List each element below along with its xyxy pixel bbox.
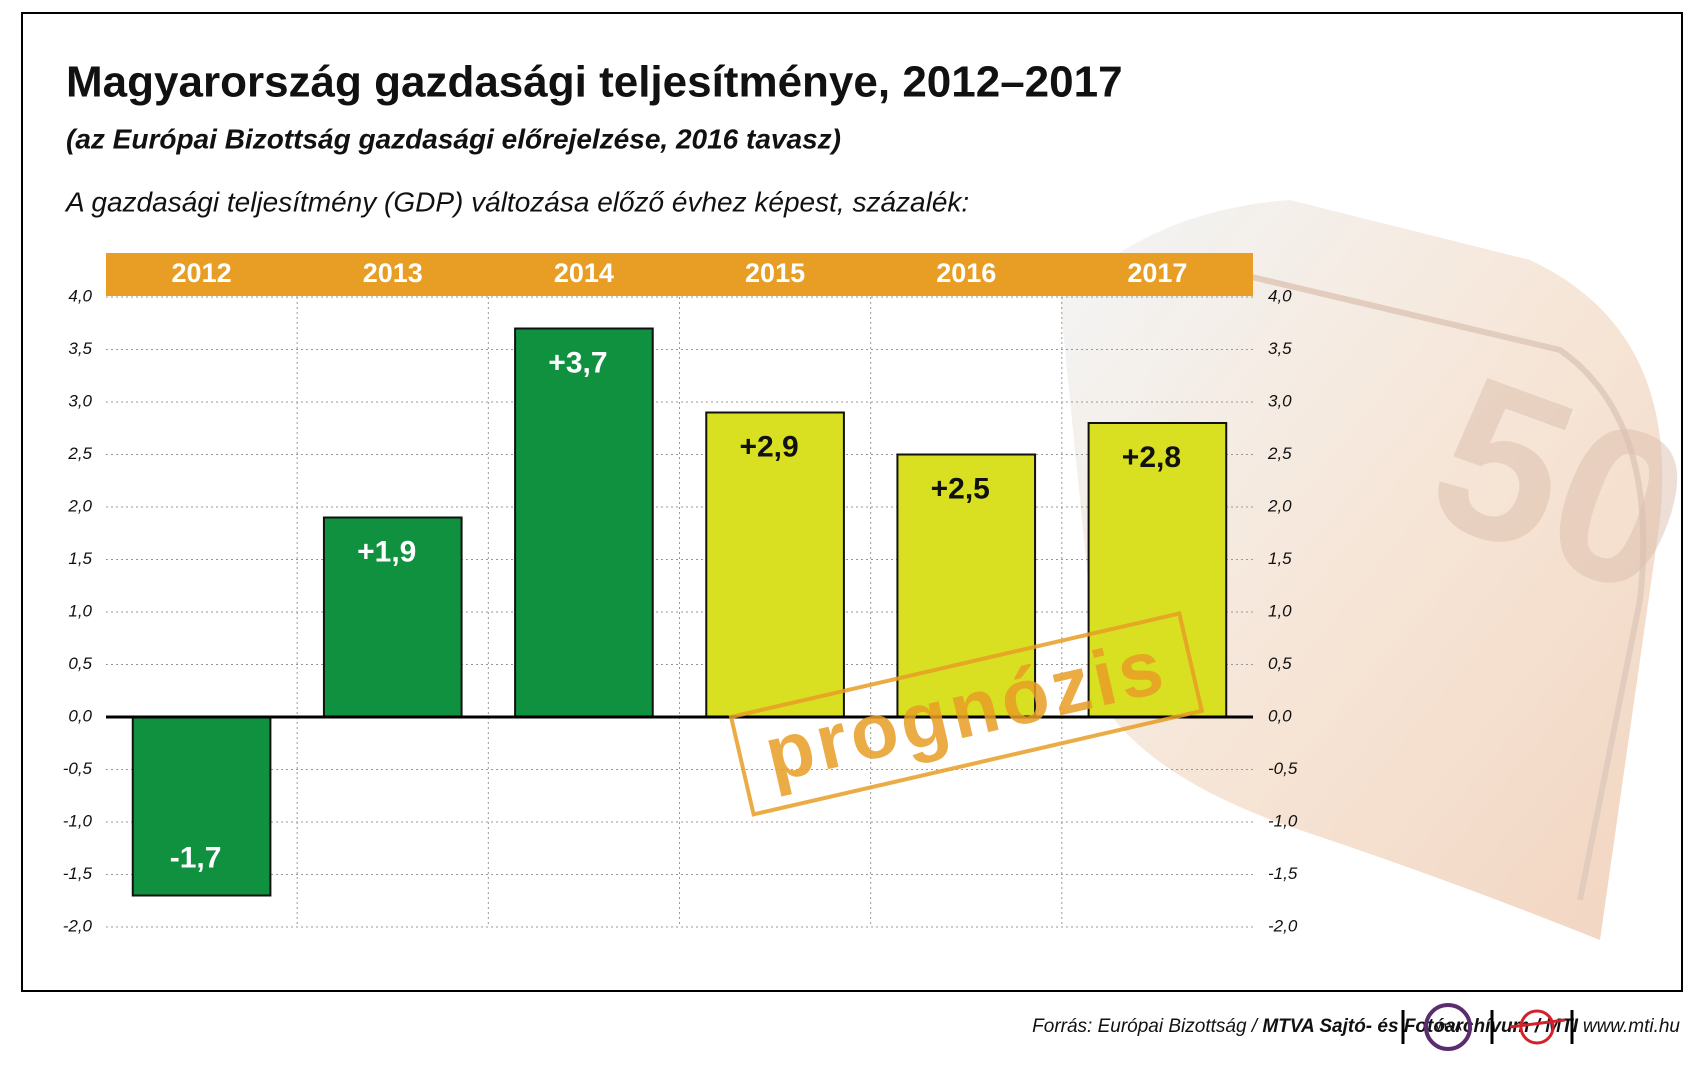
y-tick-label-right: 1,0 — [1268, 601, 1292, 620]
bar — [1087, 422, 1228, 718]
y-tick-label-right: -2,0 — [1268, 916, 1298, 935]
y-tick-label: 4,0 — [68, 286, 92, 305]
y-tick-label: -1,0 — [63, 811, 93, 830]
year-header-band — [106, 253, 1253, 296]
frame — [21, 12, 1683, 992]
bar — [705, 411, 845, 718]
footer-source: Forrás: Európai Bizottság / MTVA Sajtó- … — [1032, 1016, 1579, 1037]
y-tick-label-right: -1,5 — [1268, 864, 1298, 883]
x-tick-label: 2013 — [363, 258, 423, 288]
x-tick-label: 2017 — [1127, 258, 1187, 288]
y-tick-label-right: 3,5 — [1268, 339, 1292, 358]
value-label: +1,9 — [357, 535, 416, 568]
bar — [322, 516, 463, 718]
logo-text: MTVA — [1434, 1023, 1462, 1034]
bar — [514, 327, 654, 718]
y-tick-label-right: 4,0 — [1268, 286, 1292, 305]
y-tick-label-right: 0,0 — [1268, 706, 1292, 725]
plot-area — [106, 296, 1253, 928]
x-tick-label: 2014 — [554, 258, 614, 288]
logo-circle — [1424, 1003, 1472, 1051]
source: Forrás: Európai Bizottság / — [1032, 1016, 1262, 1037]
y-tick-label: -1,5 — [63, 864, 93, 883]
y-tick-label: 3,0 — [68, 391, 92, 410]
y-tick-label-right: -1,0 — [1268, 811, 1298, 830]
x-tick-label: 2015 — [745, 258, 805, 288]
y-tick-label-right: 2,5 — [1267, 444, 1292, 463]
source-bold: MTVA Sajtó- és Fotóarchívum / MTI — [1262, 1016, 1578, 1037]
chart-title: Magyarország gazdasági teljesítménye, 20… — [66, 58, 1123, 107]
y-tick-label: 1,5 — [68, 549, 92, 568]
mti-logo-line — [1509, 1018, 1566, 1029]
y-tick-label-right: 3,0 — [1268, 391, 1292, 410]
bar — [131, 716, 272, 897]
y-tick-label: 0,5 — [68, 654, 92, 673]
y-tick-label: 0,0 — [68, 706, 92, 725]
stamp-border — [728, 611, 1205, 817]
y-tick-label: 1,0 — [68, 601, 92, 620]
y-tick-label-right: 2,0 — [1267, 496, 1292, 515]
value-label: +2,8 — [1122, 441, 1181, 474]
value-label: +2,9 — [739, 430, 798, 463]
y-axis-label: A gazdasági teljesítmény (GDP) változása… — [64, 186, 969, 217]
y-tick-label: -2,0 — [63, 916, 93, 935]
value-label: +2,5 — [931, 472, 990, 505]
x-tick-label: 2012 — [172, 258, 232, 288]
y-tick-label: 2,0 — [67, 496, 92, 515]
y-tick-label-right: 1,5 — [1268, 549, 1292, 568]
chart-subtitle: (az Európai Bizottság gazdasági előrejel… — [66, 123, 841, 154]
y-tick-label: -0,5 — [63, 759, 93, 778]
value-label: -1,7 — [170, 841, 222, 874]
website: www.mti.hu — [1583, 1016, 1681, 1037]
x-tick-label: 2016 — [936, 258, 996, 288]
y-tick-label: 2,5 — [67, 444, 92, 463]
y-tick-label: 3,5 — [68, 339, 92, 358]
y-tick-label-right: -0,5 — [1268, 759, 1298, 778]
y-tick-label-right: 0,5 — [1268, 654, 1292, 673]
value-label: +3,7 — [548, 346, 607, 379]
